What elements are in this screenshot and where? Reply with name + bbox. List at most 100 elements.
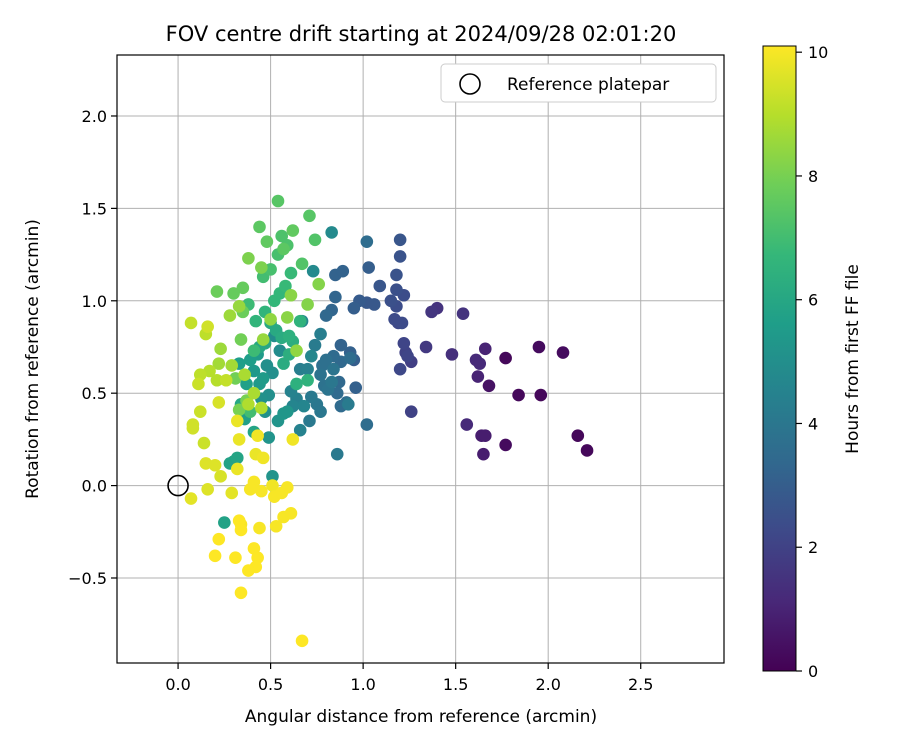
scatter-point xyxy=(425,305,438,319)
scatter-point xyxy=(234,523,248,537)
scatter-point xyxy=(401,349,414,363)
scatter-point xyxy=(232,433,246,446)
scatter-point xyxy=(253,521,266,535)
colorbar-tick-label: 6 xyxy=(808,291,818,310)
scatter-point xyxy=(208,549,222,563)
scatter-point xyxy=(314,327,327,341)
scatter-point xyxy=(388,312,401,326)
scatter-point xyxy=(290,344,303,357)
scatter-point xyxy=(373,279,387,293)
scatter-points xyxy=(184,194,594,648)
y-tick-label: 1.5 xyxy=(82,199,107,218)
colorbar-label: Hours from first FF file xyxy=(843,264,863,454)
legend-label-reference-platepar: Reference platepar xyxy=(507,75,669,95)
scatter-point xyxy=(290,377,303,391)
scatter-point xyxy=(212,396,226,409)
scatter-point xyxy=(286,433,300,446)
scatter-point xyxy=(284,266,298,280)
scatter-point xyxy=(251,429,264,442)
scatter-point xyxy=(308,338,322,352)
scatter-point xyxy=(236,281,250,295)
x-tick-label: 1.5 xyxy=(443,675,468,694)
scatter-point xyxy=(471,370,485,383)
scatter-point xyxy=(284,507,298,520)
scatter-point xyxy=(212,532,226,546)
scatter-point xyxy=(478,429,492,442)
scatter-point xyxy=(271,194,285,208)
x-axis-ticks: 0.0 0.5 1.0 1.5 2.0 2.5 xyxy=(165,663,653,694)
x-axis-label: Angular distance from reference (arcmin) xyxy=(245,707,597,727)
scatter-point xyxy=(482,379,496,393)
legend-box xyxy=(440,63,717,103)
scatter-point xyxy=(282,329,296,343)
scatter-point xyxy=(184,492,198,505)
scatter-point xyxy=(255,484,268,498)
scatter-point xyxy=(227,287,240,300)
scatter-point xyxy=(295,634,309,648)
scatter-point xyxy=(256,333,270,346)
y-tick-label: 2.0 xyxy=(82,107,107,126)
scatter-point xyxy=(277,242,290,256)
scatter-point xyxy=(242,564,255,577)
scatter-point xyxy=(280,481,294,494)
x-tick-label: 1.0 xyxy=(350,675,375,694)
scatter-point xyxy=(347,301,361,315)
scatter-point xyxy=(325,375,338,389)
scatter-point xyxy=(360,235,374,248)
legend: Reference platepar xyxy=(440,63,717,103)
scatter-point xyxy=(301,298,314,311)
scatter-point xyxy=(330,447,344,461)
scatter-point xyxy=(580,444,594,457)
scatter-point xyxy=(334,338,348,352)
scatter-point xyxy=(219,373,233,387)
scatter-point xyxy=(295,257,309,271)
scatter-point xyxy=(393,362,407,376)
colorbar-tick-label: 2 xyxy=(808,538,818,557)
scatter-point xyxy=(460,418,474,431)
scatter-point xyxy=(404,405,418,418)
scatter-point xyxy=(327,362,340,376)
scatter-point xyxy=(445,348,459,361)
scatter-point xyxy=(303,209,316,223)
scatter-point xyxy=(249,314,263,328)
scatter-point xyxy=(184,316,198,330)
scatter-point xyxy=(319,353,333,367)
scatter-point xyxy=(532,340,546,354)
scatter-point xyxy=(277,357,290,370)
scatter-point xyxy=(256,451,270,465)
x-tick-label: 2.5 xyxy=(628,675,653,694)
scatter-point xyxy=(280,311,294,324)
scatter-point xyxy=(193,405,207,418)
scatter-point xyxy=(393,233,407,247)
scatter-point xyxy=(229,551,242,564)
x-tick-label: 0.5 xyxy=(258,675,283,694)
scatter-point xyxy=(234,586,248,600)
scatter-point xyxy=(477,447,490,461)
scatter-point xyxy=(238,368,251,382)
scatter-point xyxy=(342,397,355,411)
scatter-point xyxy=(243,482,257,496)
scatter-point xyxy=(256,372,270,385)
scatter-point xyxy=(306,264,320,278)
scatter-point xyxy=(319,309,333,322)
colorbar-tick-label: 4 xyxy=(808,414,818,433)
scatter-point xyxy=(234,333,248,346)
scatter-point xyxy=(225,486,239,500)
scatter-point xyxy=(473,357,487,370)
scatter-point xyxy=(305,390,318,404)
scatter-point xyxy=(390,268,403,282)
scatter-point xyxy=(212,357,226,370)
scatter-point xyxy=(314,368,327,382)
scatter-point xyxy=(571,429,585,442)
legend-reference-symbol xyxy=(459,73,481,95)
scatter-point xyxy=(308,233,322,247)
scatter-point xyxy=(556,346,570,359)
scatter-point xyxy=(534,388,548,402)
scatter-point xyxy=(223,309,237,322)
scatter-point xyxy=(284,288,298,302)
scatter-point xyxy=(269,519,283,533)
scatter-point xyxy=(293,423,307,437)
scatter-point xyxy=(260,235,274,248)
scatter-point xyxy=(210,285,224,298)
